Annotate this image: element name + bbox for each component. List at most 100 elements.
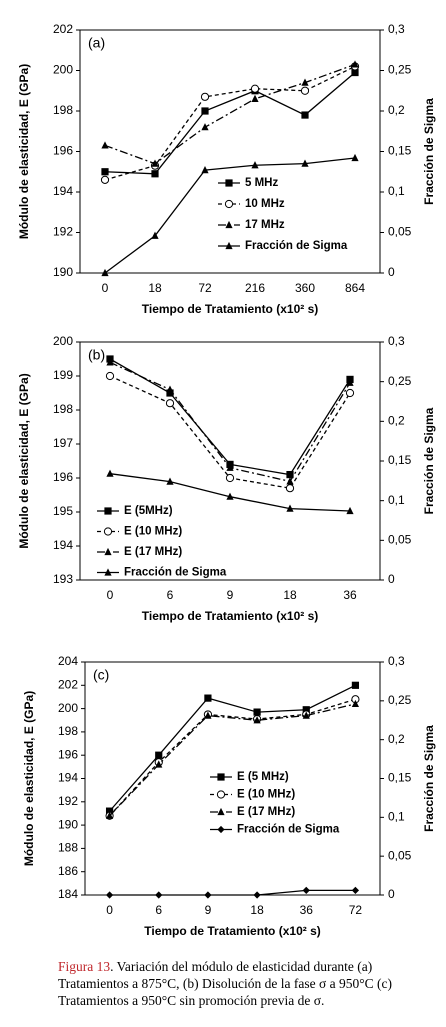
marker	[100, 175, 110, 184]
marker	[151, 159, 159, 167]
marker	[226, 492, 234, 500]
marker	[204, 891, 212, 899]
series-line	[109, 703, 356, 817]
legend-label: E (5MHz)	[124, 505, 173, 517]
y-tick-label: 199	[53, 368, 73, 382]
y-tick-label: 200	[53, 63, 73, 77]
marker	[151, 170, 159, 178]
legend-label: 5 MHz	[245, 177, 278, 189]
marker	[251, 94, 259, 102]
legend-label: E (17 MHz)	[124, 546, 182, 558]
x-tick-label: 18	[148, 281, 162, 295]
y2-axis-title: Fracción de Sigma	[422, 407, 436, 514]
y2-axis-title: Fracción de Sigma	[422, 725, 436, 832]
marker	[302, 711, 310, 719]
marker	[253, 891, 261, 899]
y-tick-label: 198	[53, 103, 73, 117]
marker	[200, 92, 210, 101]
y2-tick-label: 0	[388, 887, 395, 901]
x-tick-label: 36	[343, 588, 357, 602]
y-tick-label: 196	[53, 144, 73, 158]
x-tick-label: 9	[205, 903, 212, 917]
x-tick-label: 0	[107, 588, 114, 602]
marker	[286, 504, 294, 512]
series-line	[109, 889, 356, 896]
y-tick-label: 197	[53, 436, 73, 450]
x-tick-label: 72	[198, 281, 212, 295]
y-tick-label: 198	[53, 402, 73, 416]
legend-label: 10 MHz	[245, 198, 285, 210]
legend-label: Fracción de Sigma	[124, 567, 227, 579]
marker	[106, 358, 114, 366]
marker	[101, 168, 109, 176]
marker	[351, 60, 359, 68]
series-line	[109, 684, 356, 812]
y-tick-label: 184	[58, 887, 78, 901]
y2-tick-label: 0,3	[388, 654, 405, 668]
marker	[155, 760, 163, 768]
marker	[101, 141, 109, 149]
x-tick-label: 360	[295, 281, 315, 295]
y-tick-label: 190	[53, 265, 73, 279]
y2-tick-label: 0	[388, 265, 395, 279]
y-tick-label: 194	[53, 184, 73, 198]
marker	[155, 751, 163, 759]
marker	[106, 469, 114, 477]
marker	[217, 773, 225, 781]
y-tick-label: 195	[53, 504, 73, 518]
marker	[302, 706, 310, 714]
y-tick-label: 200	[53, 334, 73, 348]
y2-tick-label: 0,25	[388, 693, 412, 707]
x-tick-label: 6	[167, 588, 174, 602]
x-axis-title: Tiempo de Tratamiento (x10² s)	[142, 302, 319, 316]
legend-label: E (10 MHz)	[237, 789, 295, 801]
marker	[226, 463, 234, 471]
y-tick-label: 200	[58, 701, 78, 715]
marker	[301, 78, 309, 86]
marker	[286, 471, 294, 479]
y2-tick-label: 0,05	[388, 848, 412, 862]
plot-frame	[79, 29, 381, 274]
x-axis-title: Tiempo de Tratamiento (x10² s)	[142, 609, 319, 623]
marker	[166, 385, 174, 393]
y2-tick-label: 0,1	[388, 493, 405, 507]
marker	[155, 891, 163, 899]
y2-tick-label: 0,25	[388, 374, 412, 388]
series-line	[109, 698, 356, 817]
panel-label: (c)	[93, 667, 109, 683]
marker	[224, 199, 234, 209]
marker	[204, 694, 212, 702]
x-tick-label: 72	[349, 903, 363, 917]
marker	[285, 484, 295, 493]
marker	[345, 388, 355, 398]
marker	[165, 399, 175, 408]
marker	[250, 84, 260, 93]
y-tick-label: 202	[58, 677, 78, 691]
y2-tick-label: 0,05	[388, 225, 412, 239]
panel-label: (a)	[88, 35, 105, 51]
marker	[301, 111, 309, 119]
y-tick-label: 196	[53, 470, 73, 484]
y-axis-title: Módulo de elasticidad, E (GPa)	[17, 64, 31, 239]
y-tick-label: 194	[53, 538, 73, 552]
legend-label: E (10 MHz)	[124, 526, 182, 538]
series-line	[104, 63, 356, 165]
y-tick-label: 198	[58, 724, 78, 738]
marker	[104, 547, 112, 556]
x-tick-label: 216	[245, 281, 265, 295]
caption-label: Figura 13	[58, 959, 111, 974]
marker	[253, 708, 261, 716]
marker	[253, 716, 261, 724]
marker	[201, 107, 209, 115]
y2-tick-label: 0,15	[388, 771, 412, 785]
y2-axis-title: Fracción de Sigma	[422, 98, 436, 205]
y2-tick-label: 0,1	[388, 184, 405, 198]
y-tick-label: 194	[58, 771, 78, 785]
y-tick-label: 188	[58, 841, 78, 855]
legend-label: E (17 MHz)	[237, 806, 295, 818]
marker	[351, 68, 359, 77]
y2-tick-label: 0,2	[388, 103, 405, 117]
marker	[204, 711, 212, 719]
marker	[302, 886, 310, 894]
y2-tick-label: 0,25	[388, 63, 412, 77]
